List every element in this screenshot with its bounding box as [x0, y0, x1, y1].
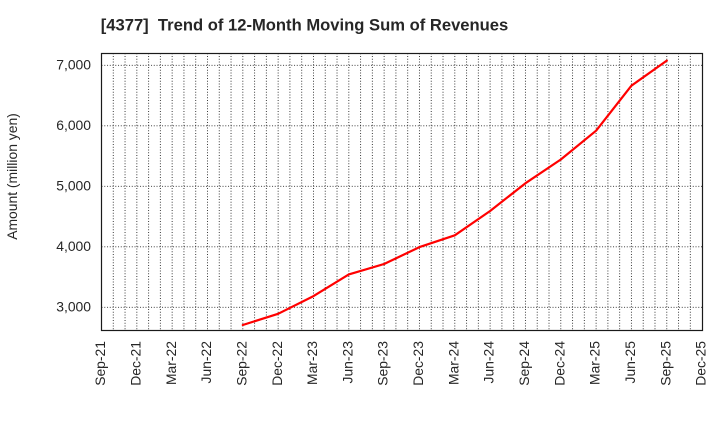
svg-text:Mar-25: Mar-25 — [587, 341, 603, 385]
svg-text:Jun-24: Jun-24 — [481, 341, 497, 384]
svg-text:5,000: 5,000 — [56, 178, 91, 194]
svg-text:Jun-23: Jun-23 — [339, 341, 355, 384]
svg-text:Sep-22: Sep-22 — [233, 341, 249, 386]
svg-text:3,000: 3,000 — [56, 299, 91, 315]
svg-text:Dec-25: Dec-25 — [693, 341, 709, 386]
svg-text:7,000: 7,000 — [56, 57, 91, 73]
svg-text:Amount (million yen): Amount (million yen) — [4, 113, 20, 240]
svg-text:Dec-21: Dec-21 — [127, 341, 143, 386]
svg-text:Sep-25: Sep-25 — [657, 341, 673, 386]
svg-text:Dec-23: Dec-23 — [410, 341, 426, 386]
svg-text:[4377] Trend of 12-Month Movi: [4377] Trend of 12-Month Moving Sum of R… — [101, 16, 509, 35]
svg-text:Dec-22: Dec-22 — [269, 341, 285, 386]
svg-text:Jun-22: Jun-22 — [198, 341, 214, 384]
svg-text:Sep-23: Sep-23 — [375, 341, 391, 386]
svg-text:Jun-25: Jun-25 — [622, 341, 638, 384]
svg-text:Mar-23: Mar-23 — [304, 341, 320, 385]
svg-text:Dec-24: Dec-24 — [551, 341, 567, 386]
svg-text:4,000: 4,000 — [56, 238, 91, 254]
svg-text:Mar-24: Mar-24 — [445, 341, 461, 385]
svg-text:6,000: 6,000 — [56, 117, 91, 133]
svg-text:Sep-21: Sep-21 — [92, 341, 108, 386]
svg-text:Mar-22: Mar-22 — [163, 341, 179, 385]
svg-text:Sep-24: Sep-24 — [516, 341, 532, 386]
